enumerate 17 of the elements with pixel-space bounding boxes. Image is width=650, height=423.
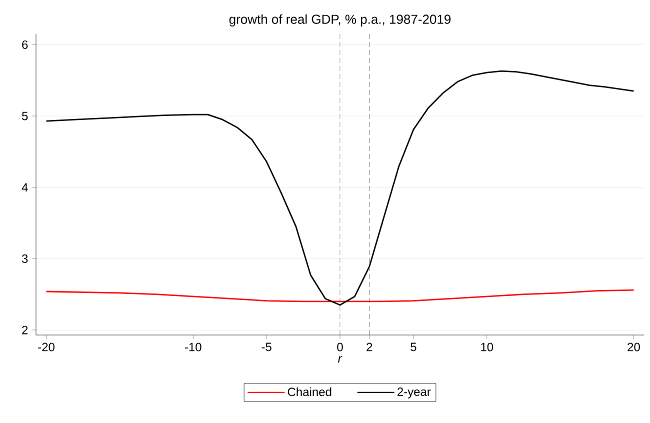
x-tick-label: -10 xyxy=(185,342,202,352)
y-tick-label: 5 xyxy=(22,112,28,120)
chart-title: growth of real GDP, % p.a., 1987-2019 xyxy=(229,14,451,26)
x-axis-title: r xyxy=(338,356,342,363)
x-tick-label: 20 xyxy=(628,342,640,352)
x-tick-label: 10 xyxy=(481,342,494,352)
legend-label: Chained xyxy=(288,387,332,396)
y-tick-label: 3 xyxy=(22,254,28,263)
legend-label: 2-year xyxy=(398,388,431,398)
x-tick-label: -5 xyxy=(262,342,272,352)
y-tick-label: 2 xyxy=(22,326,28,334)
y-tick-label: 4 xyxy=(22,183,28,192)
x-tick-label: 2 xyxy=(366,342,372,352)
x-tick-label: 5 xyxy=(410,342,416,352)
y-tick-label: 6 xyxy=(22,40,28,49)
x-tick-label: -20 xyxy=(38,342,54,352)
x-tick-label: 0 xyxy=(337,342,343,352)
